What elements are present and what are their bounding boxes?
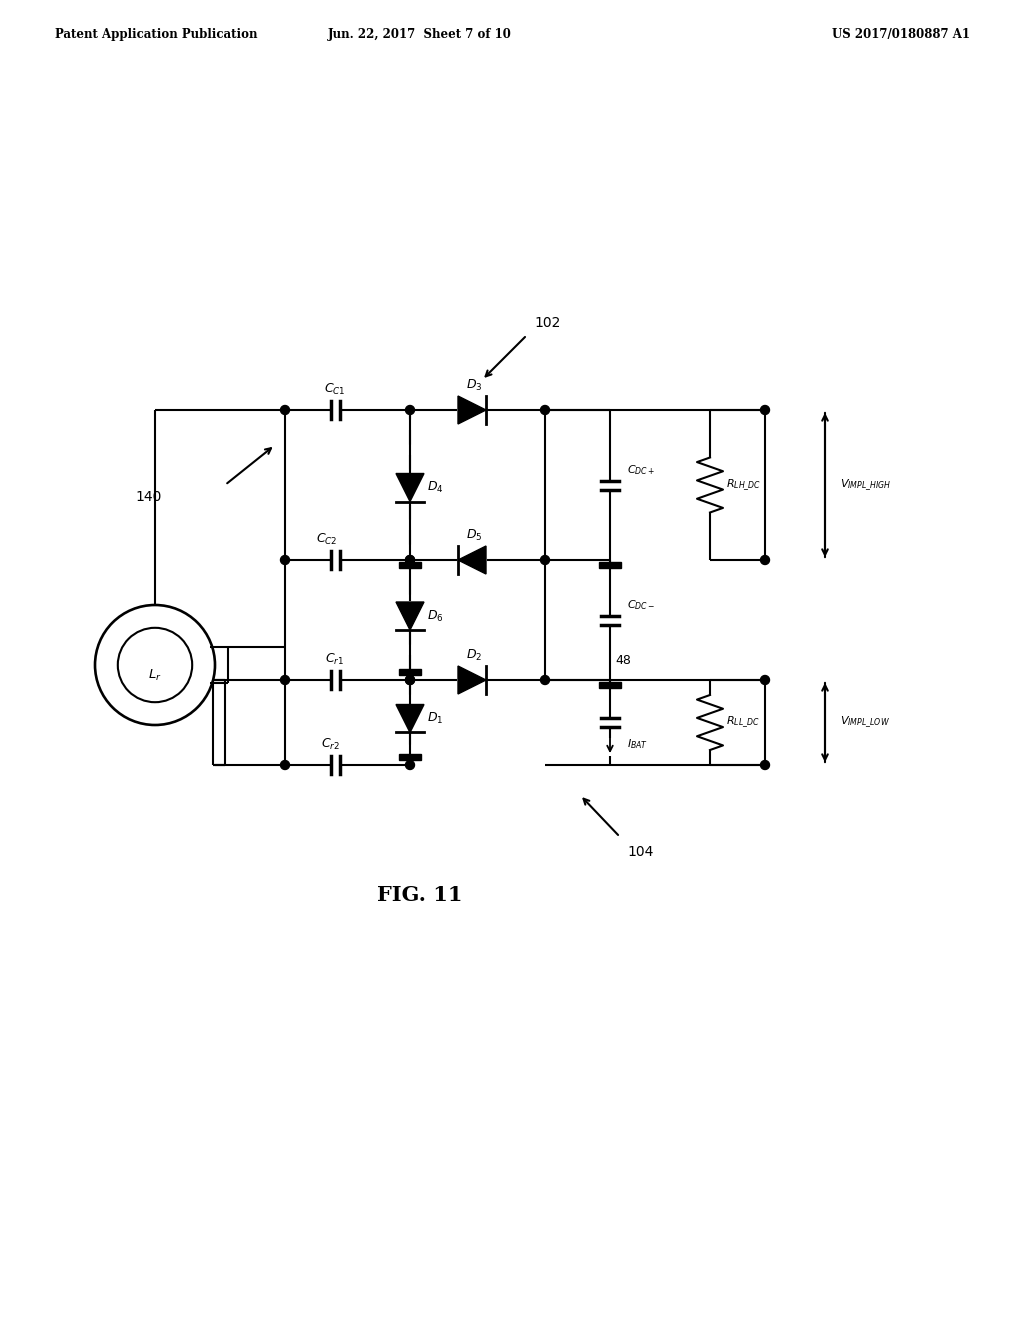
Bar: [599, 681, 621, 688]
Circle shape: [761, 760, 769, 770]
Circle shape: [406, 676, 415, 685]
Text: $L_r$: $L_r$: [148, 668, 162, 682]
Circle shape: [281, 405, 290, 414]
Polygon shape: [396, 474, 424, 502]
Text: Jun. 22, 2017  Sheet 7 of 10: Jun. 22, 2017 Sheet 7 of 10: [328, 28, 512, 41]
Bar: [599, 562, 621, 568]
Text: 104: 104: [627, 845, 653, 859]
Text: 102: 102: [534, 315, 560, 330]
Text: US 2017/0180887 A1: US 2017/0180887 A1: [831, 28, 970, 41]
Bar: [399, 669, 421, 676]
Text: $C_{DC-}$: $C_{DC-}$: [627, 598, 655, 612]
Circle shape: [541, 405, 550, 414]
Text: $D_3$: $D_3$: [466, 378, 482, 393]
Text: $C_{C2}$: $C_{C2}$: [316, 532, 338, 546]
Polygon shape: [458, 546, 486, 574]
Text: $I_{BAT}$: $I_{BAT}$: [627, 738, 648, 751]
Polygon shape: [396, 602, 424, 630]
Polygon shape: [458, 396, 486, 424]
Text: 140: 140: [135, 490, 162, 504]
Circle shape: [281, 760, 290, 770]
Circle shape: [541, 556, 550, 565]
Circle shape: [281, 556, 290, 565]
Text: 48: 48: [615, 653, 631, 667]
Text: $D_6$: $D_6$: [427, 609, 443, 623]
Bar: [399, 754, 421, 760]
Text: $V_{IMPL\_LOW}$: $V_{IMPL\_LOW}$: [840, 714, 890, 730]
Circle shape: [406, 760, 415, 770]
Polygon shape: [458, 667, 486, 694]
Circle shape: [281, 676, 290, 685]
Text: Patent Application Publication: Patent Application Publication: [55, 28, 257, 41]
Circle shape: [406, 676, 415, 685]
Bar: [399, 562, 421, 568]
Circle shape: [406, 405, 415, 414]
Text: $C_{r2}$: $C_{r2}$: [321, 737, 340, 752]
Text: $D_2$: $D_2$: [466, 648, 482, 663]
Circle shape: [541, 676, 550, 685]
Text: $C_{C1}$: $C_{C1}$: [325, 381, 346, 397]
Text: $C_{DC+}$: $C_{DC+}$: [627, 463, 655, 477]
Text: $D_4$: $D_4$: [427, 480, 443, 495]
Text: FIG. 11: FIG. 11: [377, 884, 463, 906]
Text: $D_1$: $D_1$: [427, 711, 443, 726]
Text: $C_{r1}$: $C_{r1}$: [326, 652, 344, 667]
Text: $V_{IMPL\_HIGH}$: $V_{IMPL\_HIGH}$: [840, 478, 891, 492]
Circle shape: [761, 556, 769, 565]
Text: $D_5$: $D_5$: [466, 528, 482, 543]
Polygon shape: [396, 705, 424, 733]
Text: $R_{LH\_DC}$: $R_{LH\_DC}$: [726, 478, 761, 492]
Circle shape: [761, 676, 769, 685]
Circle shape: [406, 556, 415, 565]
Circle shape: [406, 556, 415, 565]
Text: $R_{LL\_DC}$: $R_{LL\_DC}$: [726, 714, 760, 730]
Circle shape: [761, 405, 769, 414]
